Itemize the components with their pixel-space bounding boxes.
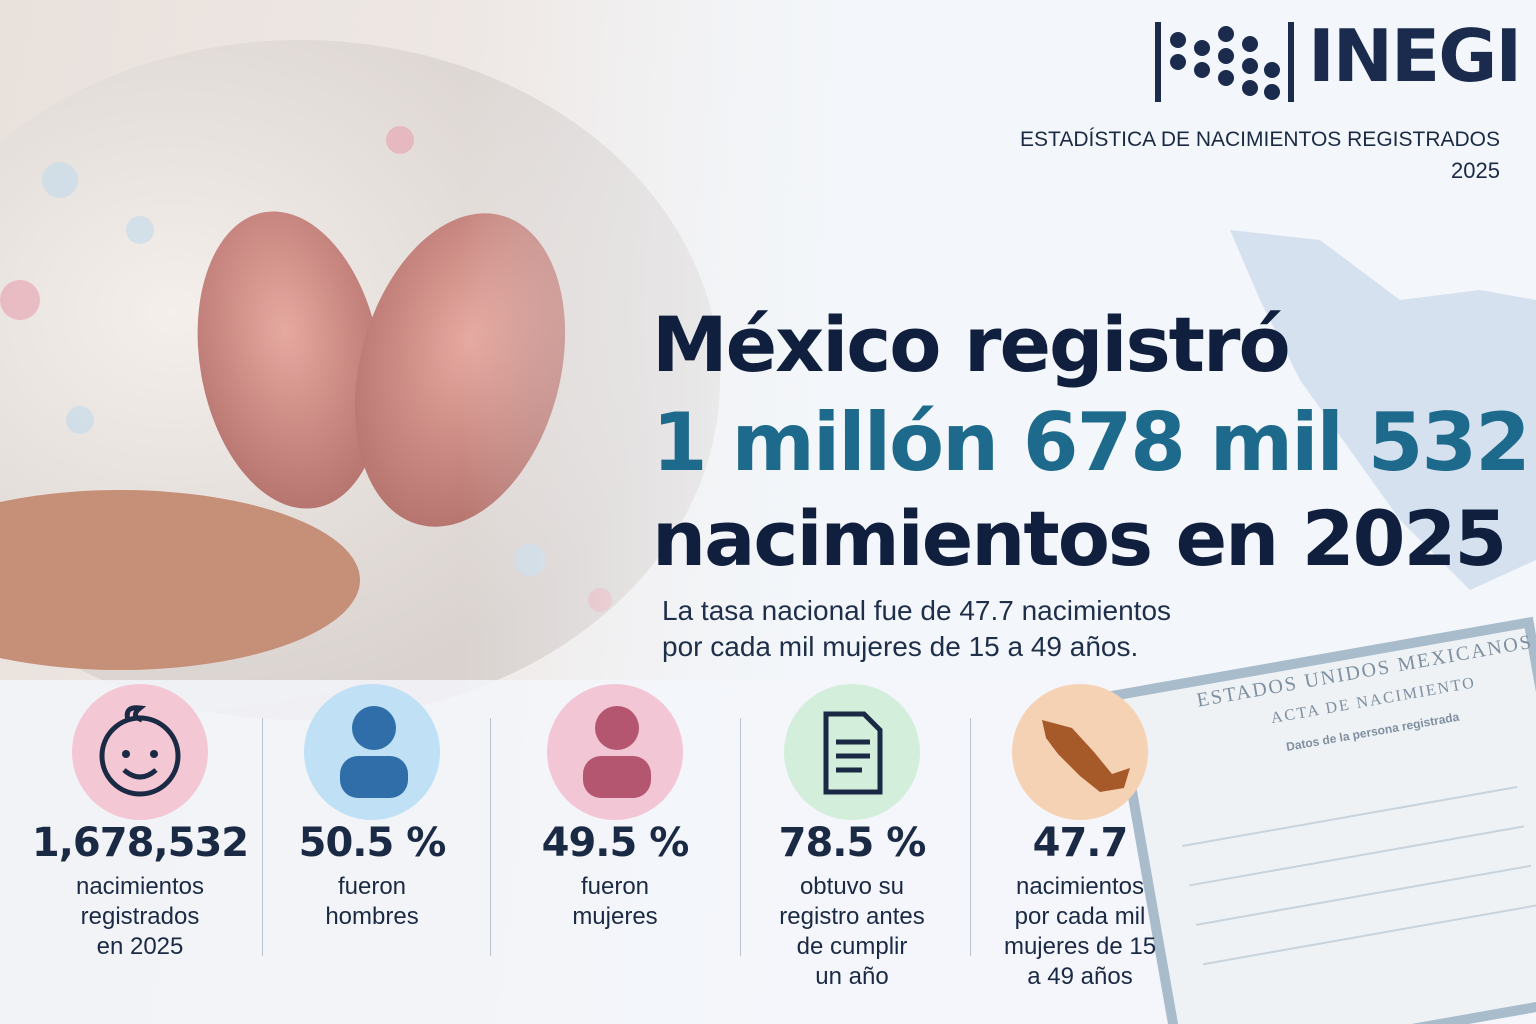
stat-label-line: por cada mil [1014, 903, 1146, 930]
stat-value: 78.5 % [778, 820, 927, 866]
stat-label-line: obtuvo su [799, 873, 905, 900]
headline-line: México registró [652, 300, 1291, 389]
stat-label-line: fueron [337, 873, 407, 900]
stat: 78.5 % obtuvo su registro antes de cumplir u… [742, 820, 962, 992]
stat-value: 1,678,532 [31, 820, 249, 866]
stat-label-line: en 2025 [96, 933, 184, 960]
stat-label: fueron mujeres [505, 872, 725, 932]
stat: 1,678,532 nacimientos registrados en 2025 [30, 820, 250, 962]
description-line: La tasa nacional fue de 47.7 nacimientos [662, 595, 1172, 626]
stat-label: obtuvo su registro antes de cumplir un año [742, 872, 962, 992]
divider [970, 718, 971, 956]
stat-label-line: un año [815, 963, 889, 990]
stat-label-line: nacimientos [1015, 873, 1145, 900]
stat-label-line: mujeres de 15 [1003, 933, 1157, 960]
divider [490, 718, 491, 956]
stat-value: 47.7 [1032, 820, 1129, 866]
stat-label-line: de cumplir [796, 933, 908, 960]
stat-value: 50.5 % [298, 820, 447, 866]
stat: 47.7 nacimientos por cada mil mujeres de 15… [970, 820, 1190, 992]
stat-label: nacimientos por cada mil mujeres de 15 a 49… [970, 872, 1190, 992]
description: La tasa nacional fue de 47.7 nacimientos… [662, 593, 1171, 665]
stat-label-line: fueron [580, 873, 650, 900]
logo-text: INEGI [1308, 14, 1522, 98]
description-line: por cada mil mujeres de 15 a 49 años. [662, 631, 1139, 662]
divider [262, 718, 263, 956]
stat: 49.5 % fueron mujeres [505, 820, 725, 932]
stat-value: 49.5 % [541, 820, 690, 866]
year: 2025 [1451, 158, 1500, 183]
stat-label-line: a 49 años [1027, 963, 1133, 990]
stat: 50.5 % fueron hombres [262, 820, 482, 932]
stat-label-line: registro antes [779, 903, 925, 930]
subtitle: ESTADÍSTICA DE NACIMIENTOS REGISTRADOS [1020, 128, 1500, 151]
stat-label-line: hombres [325, 903, 419, 930]
stat-label-line: nacimientos [75, 873, 205, 900]
stat-label: fueron hombres [262, 872, 482, 932]
stat-icons [72, 684, 1148, 820]
stat-label: nacimientos registrados en 2025 [30, 872, 250, 962]
stat-label-line: mujeres [572, 903, 658, 930]
stat-label-line: registrados [80, 903, 200, 930]
logo-mark [1155, 22, 1294, 102]
headline-number: 1 millón 678 mil 532 [652, 396, 1531, 489]
headline-line: nacimientos en 2025 [652, 494, 1507, 583]
divider [740, 718, 741, 956]
